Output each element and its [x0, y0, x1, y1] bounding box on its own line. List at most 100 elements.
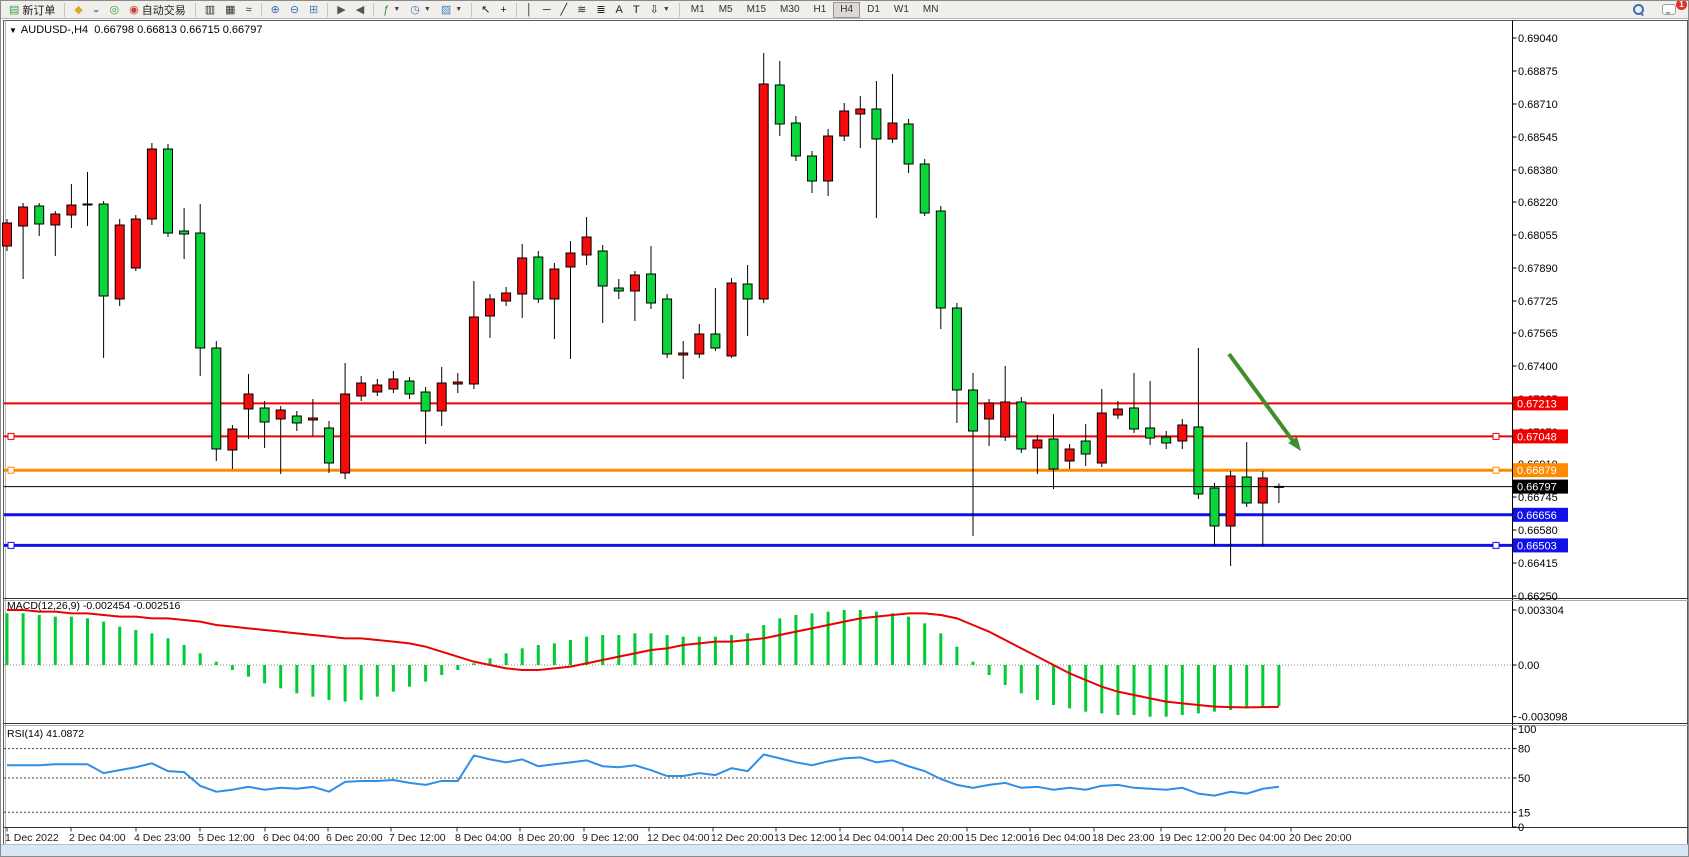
candle-body [1145, 427, 1156, 439]
candle-body [18, 206, 29, 227]
indicators-button[interactable]: ƒ ▼ [378, 2, 405, 18]
time-tick-label: 4 Dec 23:00 [134, 832, 191, 844]
zoom-in-button[interactable]: ⊕ [266, 2, 285, 18]
autotrading-button[interactable]: ◉ 自动交易 [124, 2, 191, 18]
signals-button[interactable]: ◎ [105, 2, 125, 18]
undock-chart-button[interactable]: ◆ [69, 2, 87, 18]
candle-body [984, 402, 995, 420]
price-tick-label: 0.68220 [1518, 197, 1558, 209]
price-tick-label: 0.68380 [1518, 165, 1558, 177]
chart-title: ▼ AUDUSD-,H4 0.66798 0.66813 0.66715 0.66… [9, 24, 263, 36]
periods-button[interactable]: ◷ ▼ [405, 2, 436, 18]
candle-body [195, 232, 206, 349]
zoom-out-button[interactable]: ⊖ [285, 2, 304, 18]
time-tick-label: 12 Dec 20:00 [711, 832, 774, 844]
candle-body [1032, 439, 1043, 449]
arrow-objects-icon: ⇩ [649, 3, 659, 16]
price-tick-label: 0.67565 [1518, 328, 1558, 340]
macd-values: -0.002454 -0.002516 [82, 600, 181, 612]
resistance-line-2-handle[interactable] [1492, 432, 1500, 440]
tile-windows-button[interactable]: ⊞ [304, 2, 323, 18]
candle-body [694, 333, 705, 355]
trendline-button[interactable]: ╱ [555, 2, 572, 18]
add-indicator-icon: ƒ [383, 3, 390, 16]
support-line-2-handle[interactable] [1492, 541, 1500, 549]
zoom-out-icon: ⊖ [289, 3, 300, 16]
search-button[interactable] [1628, 2, 1649, 18]
text-button[interactable]: A [611, 2, 628, 18]
line-chart-icon: ≈ [245, 3, 252, 16]
drawn-arrow-object[interactable] [1227, 352, 1295, 443]
person-icon: ◒ [92, 3, 100, 16]
candle-body [1209, 487, 1220, 527]
candlestick-button[interactable]: ▦ [220, 2, 240, 18]
drawn-arrow-head[interactable] [1288, 436, 1301, 451]
pivot-line-handle[interactable] [1492, 466, 1500, 474]
equidistant-channel-button[interactable]: ≋ [572, 2, 591, 18]
autoscroll-button[interactable]: ▶ [332, 2, 350, 18]
candle-body [919, 163, 930, 214]
price-badge-label: 0.66879 [1517, 465, 1557, 477]
timeframe-m15-button[interactable]: M15 [740, 2, 773, 18]
line-chart-button[interactable]: ≈ [241, 2, 257, 18]
timeframe-m5-button[interactable]: M5 [712, 2, 740, 18]
macd-tick-label: -0.003098 [1518, 712, 1568, 724]
candle-body [324, 427, 334, 464]
candle-body [1257, 477, 1268, 504]
candle-body [629, 274, 640, 292]
arrows-button[interactable]: ⇩ ▼ [645, 2, 675, 18]
timeframe-m30-button[interactable]: M30 [773, 2, 806, 18]
price-tick-label: 0.66415 [1518, 558, 1558, 570]
candle-body [50, 213, 61, 226]
candle-body [211, 347, 222, 450]
macd-signal-line [7, 609, 1279, 709]
autotrade-icon: ◉ [129, 3, 139, 16]
price-tick-label: 0.67890 [1518, 263, 1558, 275]
notification-badge: 1 [1676, 1, 1687, 10]
timeframe-d1-button[interactable]: D1 [860, 2, 887, 18]
time-tick-label: 8 Dec 04:00 [455, 832, 512, 844]
ohlc-bars-button[interactable]: ▥ [200, 2, 220, 18]
channel-icon: ≋ [577, 3, 587, 16]
time-tick-label: 6 Dec 20:00 [326, 832, 383, 844]
candle-body [1129, 407, 1139, 430]
candle-body [613, 287, 624, 292]
time-tick-label: 8 Dec 20:00 [518, 832, 575, 844]
crosshair-button[interactable]: + [495, 2, 511, 18]
time-tick-label: 1 Dec 2022 [5, 832, 59, 844]
templates-button[interactable]: ▨ ▼ [436, 2, 467, 18]
pivot-line-handle[interactable] [7, 466, 15, 474]
fibonacci-icon: ≣ [596, 3, 606, 16]
timeframe-h1-button[interactable]: H1 [807, 2, 834, 18]
collapse-triangle-icon[interactable]: ▼ [9, 26, 17, 35]
candle-body [790, 122, 801, 157]
main-toolbar: ▤ 新订单 ◆ ◒ ◎ ◉ 自动交易 ▥ ▦ ≈ ⊕ ⊖ ⊞ ▶ ◀ ƒ ▼ ◷ ▼ ▨ ▼ ↖ + │ ─ ╱ ≋ ≣ A T ⇩ ▼ M1 M… [1, 1, 1688, 19]
timeframe-w1-button[interactable]: W1 [887, 2, 916, 18]
timeframe-mn-button[interactable]: MN [916, 2, 946, 18]
community-button[interactable]: ◒ [88, 2, 105, 18]
new-order-button[interactable]: ▤ 新订单 [4, 2, 60, 18]
vertical-line-button[interactable]: │ [521, 2, 538, 18]
macd-tick-label: 0.003304 [1518, 605, 1564, 617]
chart-shift-button[interactable]: ◀ [351, 2, 369, 18]
timeframe-m1-button[interactable]: M1 [684, 2, 712, 18]
candle-body [1241, 476, 1252, 504]
cursor-button[interactable]: ↖ [476, 2, 495, 18]
timeframe-h4-button[interactable]: H4 [833, 1, 861, 18]
time-tick-label: 5 Dec 12:00 [198, 832, 255, 844]
candle-body [1177, 424, 1188, 442]
candle-body [243, 393, 254, 410]
resistance-line-2-handle[interactable] [7, 432, 15, 440]
zoom-in-icon: ⊕ [270, 3, 280, 16]
ohlc-bars-icon: ▥ [204, 3, 216, 16]
candle-body [1000, 401, 1011, 438]
price-badge-label: 0.66503 [1517, 540, 1557, 552]
candle-body [356, 382, 367, 397]
label-button[interactable]: T [628, 2, 645, 18]
fibonacci-button[interactable]: ≣ [591, 2, 610, 18]
price-tick-label: 0.68710 [1518, 99, 1558, 111]
candle-body [549, 268, 560, 300]
notifications-button[interactable]: 1 [1657, 1, 1687, 18]
support-line-2-handle[interactable] [7, 541, 15, 549]
horizontal-line-button[interactable]: ─ [538, 2, 556, 18]
